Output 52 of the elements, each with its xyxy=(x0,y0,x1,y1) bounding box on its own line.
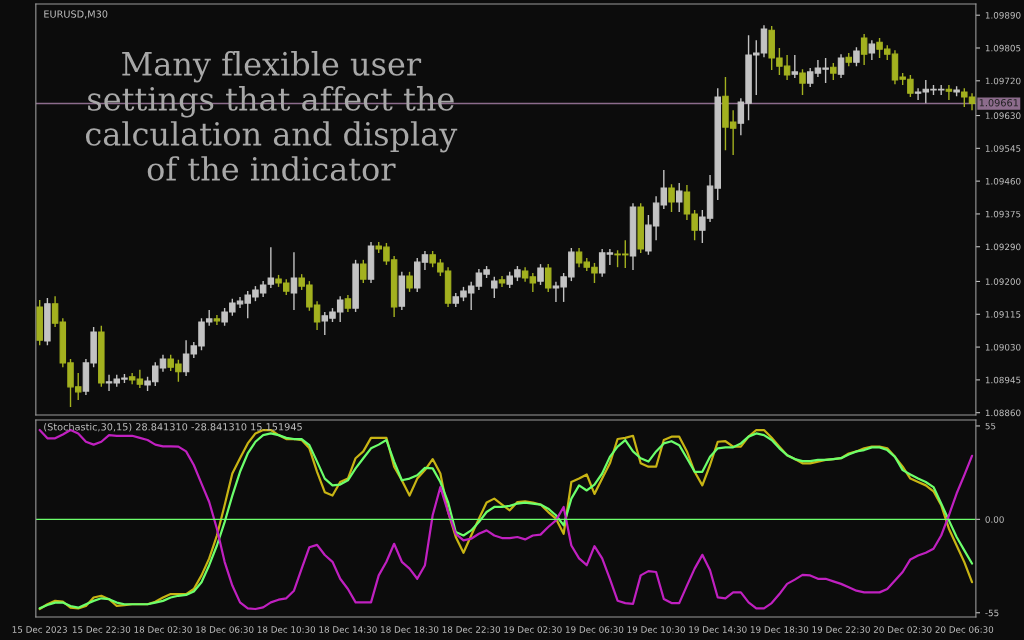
candlestick xyxy=(799,68,806,96)
y-tick-label: 1.09290 xyxy=(985,243,1021,251)
candlestick xyxy=(406,271,413,293)
candlestick xyxy=(213,314,221,326)
candlestick xyxy=(860,33,868,66)
x-tick-label: 19 Dec 10:30 xyxy=(627,626,685,633)
y-tick-label: 1.09115 xyxy=(985,311,1021,318)
x-tick-label: 19 Dec 22:30 xyxy=(812,626,870,633)
x-tick-label: 18 Dec 10:30 xyxy=(257,626,316,633)
x-tick-label: 19 Dec 06:30 xyxy=(566,626,624,633)
candlestick xyxy=(837,53,845,79)
candlestick xyxy=(675,182,683,213)
y-tick-label: 1.09890 xyxy=(985,12,1021,19)
candlestick xyxy=(791,54,799,79)
candlestick xyxy=(668,183,675,213)
y-tick-label: 0.00 xyxy=(985,516,1004,523)
y-tick-label: 1.08945 xyxy=(985,376,1021,384)
candlestick xyxy=(945,84,953,101)
x-tick-label: 20 Dec 06:30 xyxy=(935,626,994,633)
candlestick xyxy=(491,276,498,299)
candlestick xyxy=(537,263,544,286)
text: EURUSD,M30 xyxy=(44,10,108,19)
candlestick xyxy=(267,246,275,289)
x-tick-label: 18 Dec 22:30 xyxy=(442,626,501,633)
y-tick-label: 1.09200 xyxy=(985,278,1021,285)
y-tick-label: 1.08860 xyxy=(985,409,1021,417)
x-tick-label: 20 Dec 02:30 xyxy=(873,626,932,633)
candlestick xyxy=(360,259,367,284)
candlestick xyxy=(544,263,552,293)
candlestick xyxy=(853,46,860,67)
x-tick-label: 15 Dec 22:30 xyxy=(72,626,131,633)
y-tick-label: 55 xyxy=(985,422,996,430)
candlestick xyxy=(290,251,298,311)
x-tick-label: 19 Dec 14:30 xyxy=(689,626,747,633)
y-tick-label: 1.09030 xyxy=(985,343,1021,351)
y-tick-label: 1.09545 xyxy=(985,145,1021,152)
y-tick-label: 1.09630 xyxy=(985,112,1021,119)
x-tick-label: 18 Dec 14:30 xyxy=(319,626,377,633)
candlestick xyxy=(868,39,876,61)
x-tick-label: 19 Dec 02:30 xyxy=(504,626,562,633)
x-tick-label: 18 Dec 06:30 xyxy=(196,626,254,633)
y-tick-label: 1.09460 xyxy=(985,177,1021,185)
x-tick-label: 19 Dec 18:30 xyxy=(750,626,809,633)
x-tick-label: 15 Dec 2023 xyxy=(12,626,67,633)
y-tick-label: 1.09805 xyxy=(985,44,1021,52)
y-tick-label: 1.09375 xyxy=(985,210,1021,218)
y-tick-label: 1.09720 xyxy=(985,77,1021,85)
chart-title: (Stochastic,30,15) 28.841310 -28.841310 15.151945 xyxy=(44,422,302,432)
x-tick-label: 18 Dec 02:30 xyxy=(134,626,192,633)
x-tick-label: 18 Dec 18:30 xyxy=(381,626,439,633)
y-tick-label: -55 xyxy=(985,609,999,617)
ref-line-label: 1.09661 xyxy=(979,99,1018,107)
